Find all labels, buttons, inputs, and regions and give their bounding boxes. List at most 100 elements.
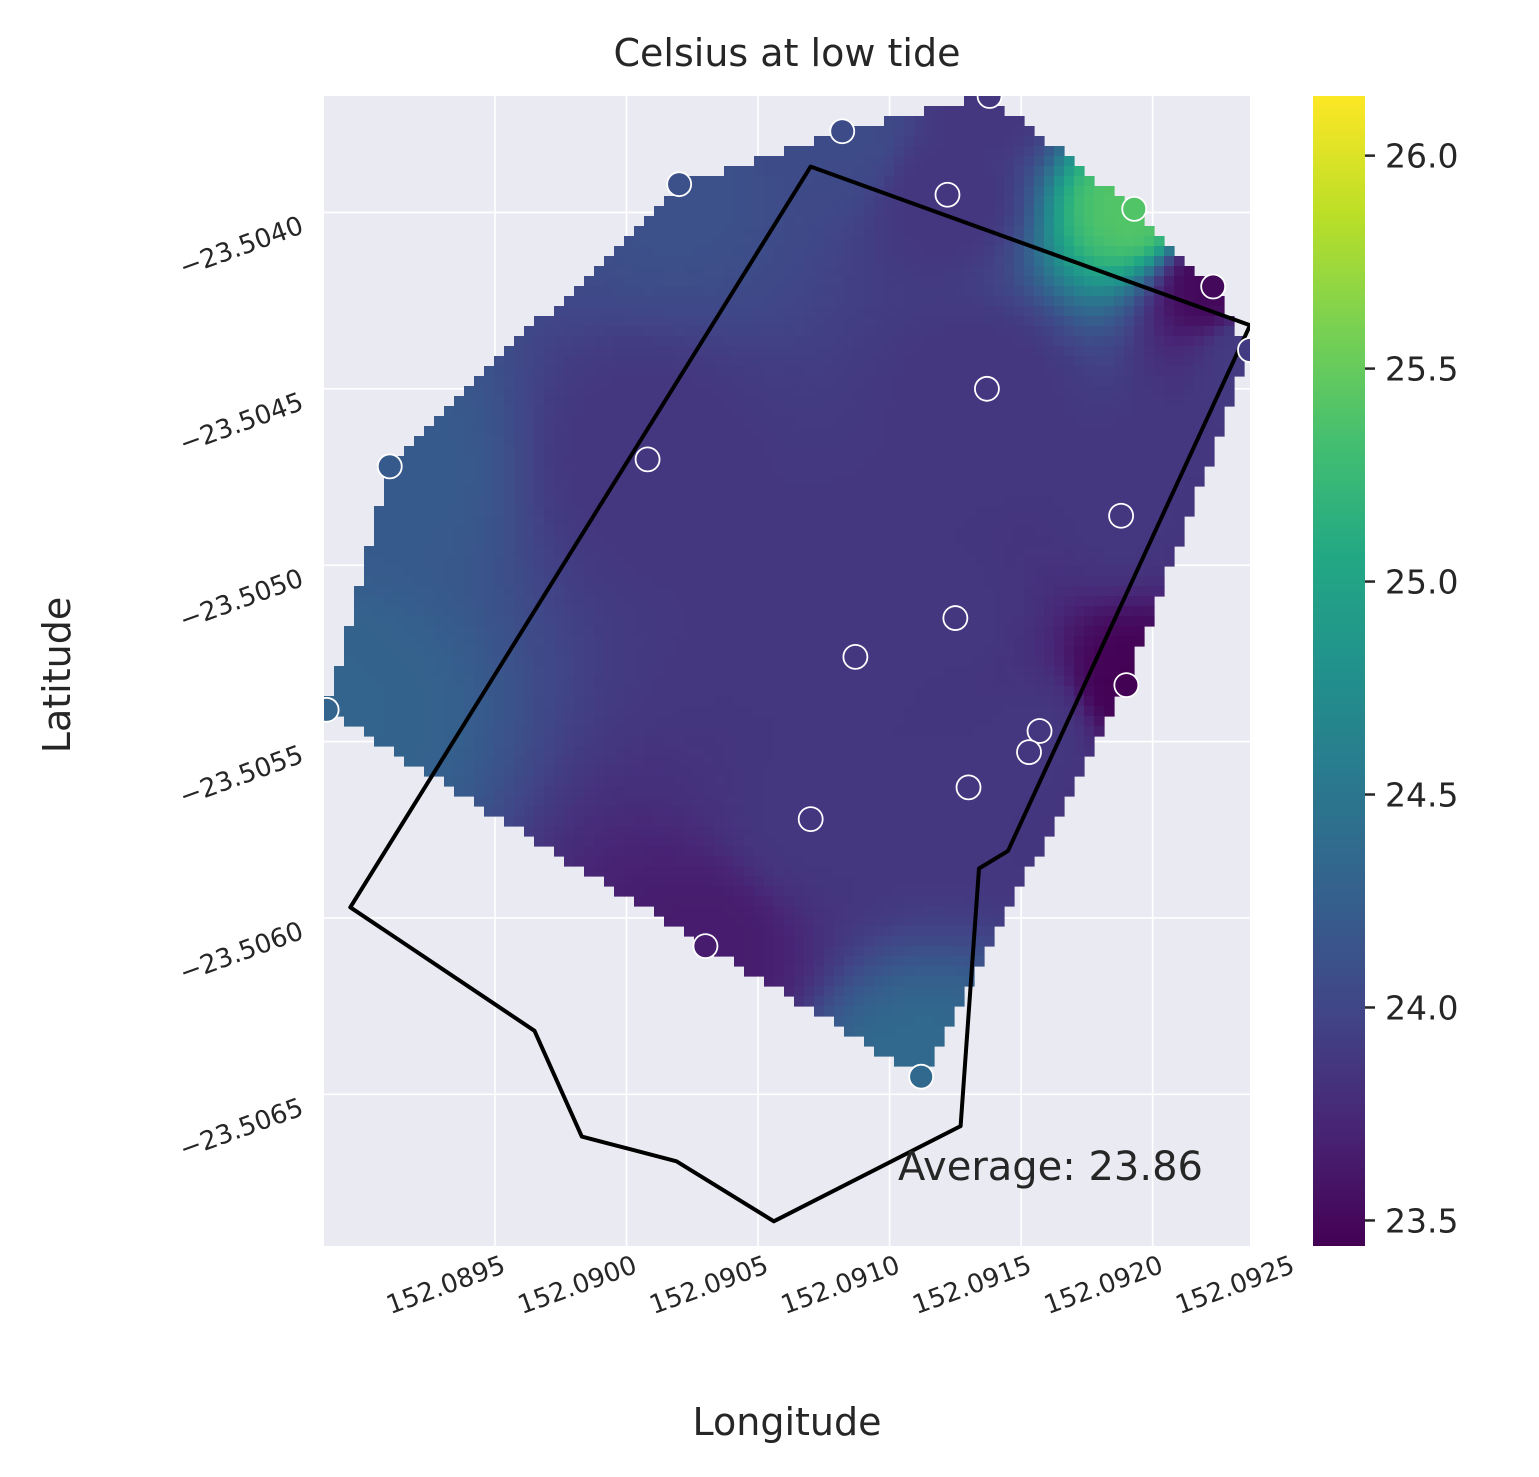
field-cell (694, 636, 705, 647)
field-cell (944, 626, 955, 637)
field-cell (544, 696, 555, 707)
field-cell (1064, 736, 1075, 747)
field-cell (444, 766, 455, 777)
field-cell (594, 346, 605, 357)
field-cell (614, 396, 625, 407)
field-cell (664, 886, 675, 897)
field-cell (854, 686, 865, 697)
field-cell (414, 456, 425, 467)
field-cell (974, 926, 985, 937)
field-cell (714, 356, 725, 367)
field-cell (524, 766, 535, 777)
field-cell (734, 546, 745, 557)
field-cell (824, 476, 835, 487)
field-cell (774, 406, 785, 417)
field-cell (774, 526, 785, 537)
field-cell (594, 806, 605, 817)
field-cell (594, 736, 605, 747)
field-cell (834, 256, 845, 267)
field-cell (454, 716, 465, 727)
field-cell (604, 426, 615, 437)
field-cell (904, 716, 915, 727)
field-cell (794, 746, 805, 757)
field-cell (834, 536, 845, 547)
field-cell (1024, 146, 1035, 157)
field-cell (694, 586, 705, 597)
field-cell (674, 266, 685, 277)
field-cell (374, 636, 385, 647)
field-cell (984, 786, 995, 797)
field-cell (934, 366, 945, 377)
field-cell (464, 636, 475, 647)
field-cell (964, 276, 975, 287)
field-cell (514, 656, 525, 667)
field-cell (984, 306, 995, 317)
field-cell (1014, 286, 1025, 297)
field-cell (1004, 886, 1015, 897)
field-cell (604, 846, 615, 857)
field-cell (864, 656, 875, 667)
field-cell (484, 796, 495, 807)
field-cell (694, 786, 705, 797)
field-cell (724, 456, 735, 467)
field-cell (524, 676, 535, 687)
field-cell (974, 716, 985, 727)
field-cell (894, 1046, 905, 1057)
field-cell (444, 466, 455, 477)
field-cell (754, 906, 765, 917)
field-cell (424, 736, 435, 747)
field-cell (914, 616, 925, 627)
field-cell (594, 356, 605, 367)
field-cell (914, 226, 925, 237)
field-cell (1014, 866, 1025, 877)
field-cell (834, 276, 845, 287)
field-cell (894, 916, 905, 927)
field-cell (814, 956, 825, 967)
field-cell (874, 466, 885, 477)
field-cell (914, 456, 925, 467)
field-cell (774, 306, 785, 317)
field-cell (874, 976, 885, 987)
field-cell (894, 196, 905, 207)
field-cell (554, 586, 565, 597)
field-cell (704, 546, 715, 557)
field-cell (1004, 296, 1015, 307)
field-cell (1004, 866, 1015, 877)
field-cell (764, 556, 775, 567)
field-cell (834, 606, 845, 617)
field-cell (924, 536, 935, 547)
field-cell (454, 446, 465, 457)
field-cell (514, 676, 525, 687)
field-cell (1084, 236, 1095, 247)
field-cell (994, 586, 1005, 597)
field-cell (914, 706, 925, 717)
field-cell (944, 406, 955, 417)
field-cell (994, 836, 1005, 847)
field-cell (1014, 536, 1025, 547)
field-cell (744, 476, 755, 487)
field-cell (984, 106, 995, 117)
field-cell (984, 596, 995, 607)
field-cell (454, 676, 465, 687)
field-cell (1024, 436, 1035, 447)
field-cell (964, 366, 975, 377)
field-cell (674, 466, 685, 477)
field-cell (444, 696, 455, 707)
field-cell (974, 696, 985, 707)
field-cell (774, 506, 785, 517)
field-cell (1014, 426, 1025, 437)
field-cell (944, 516, 955, 527)
field-cell (654, 886, 665, 897)
field-cell (1034, 826, 1045, 837)
field-cell (844, 686, 855, 697)
field-cell (624, 386, 635, 397)
field-cell (794, 276, 805, 287)
field-cell (984, 406, 995, 417)
field-cell (684, 806, 695, 817)
field-cell (894, 306, 905, 317)
field-cell (714, 266, 725, 277)
field-cell (714, 826, 725, 837)
field-cell (824, 506, 835, 517)
field-cell (844, 636, 855, 647)
field-cell (934, 796, 945, 807)
